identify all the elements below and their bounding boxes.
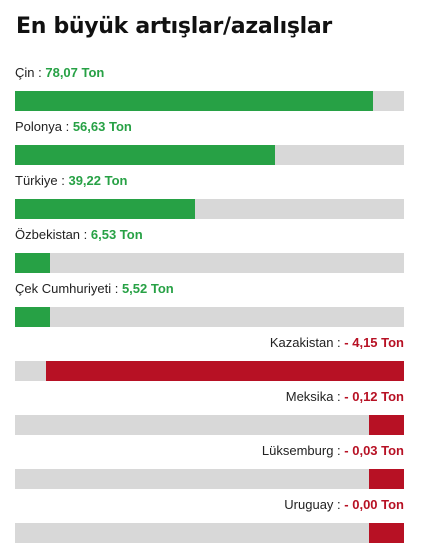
category-label: Çin <box>15 65 35 80</box>
value-label: - 0,03 Ton <box>344 443 404 458</box>
decrease-bar <box>369 469 404 489</box>
label-separator: : <box>80 227 91 242</box>
bar-track <box>15 253 404 273</box>
decrease-bar <box>369 523 404 543</box>
label-separator: : <box>333 335 345 350</box>
bar-label: Çin : 78,07 Ton <box>15 64 404 82</box>
category-label: Meksika <box>285 389 334 404</box>
bar-label: Meksika : - 0,12 Ton <box>15 388 404 406</box>
label-separator: : <box>61 119 73 134</box>
bar-track <box>15 469 404 489</box>
value-label: 5,52 Ton <box>121 281 174 296</box>
bar-row: Özbekistan : 6,53 Ton <box>15 226 404 280</box>
bar-row: Lüksemburg : - 0,03 Ton <box>15 442 404 496</box>
decrease-bar <box>369 415 404 435</box>
bar-row: Polonya : 56,63 Ton <box>15 118 404 172</box>
category-label: Çek Cumhuriyeti <box>15 281 112 296</box>
bar-row: Meksika : - 0,12 Ton <box>15 388 404 442</box>
bar-row: Çek Cumhuriyeti : 5,52 Ton <box>15 280 404 334</box>
bar-label: Özbekistan : 6,53 Ton <box>15 226 404 244</box>
value-label: - 0,12 Ton <box>344 389 404 404</box>
value-label: 56,63 Ton <box>72 119 132 134</box>
value-label: 6,53 Ton <box>90 227 143 242</box>
increase-bar <box>15 307 50 327</box>
increase-bar <box>15 253 50 273</box>
label-separator: : <box>333 497 345 512</box>
label-separator: : <box>333 389 345 404</box>
category-label: Uruguay <box>284 497 334 512</box>
bar-track <box>15 199 404 219</box>
bar-track <box>15 307 404 327</box>
label-separator: : <box>333 443 345 458</box>
bar-track <box>15 91 404 111</box>
bar-track <box>15 361 404 381</box>
bar-label: Lüksemburg : - 0,03 Ton <box>15 442 404 460</box>
value-label: 78,07 Ton <box>45 65 105 80</box>
value-label: - 0,00 Ton <box>344 497 404 512</box>
decrease-bar <box>46 361 404 381</box>
bar-row: Türkiye : 39,22 Ton <box>15 172 404 226</box>
bar-track <box>15 145 404 165</box>
bar-label: Uruguay : - 0,00 Ton <box>15 496 404 514</box>
bar-label: Çek Cumhuriyeti : 5,52 Ton <box>15 280 404 298</box>
label-separator: : <box>34 65 46 80</box>
bar-chart: Çin : 78,07 Ton Polonya : 56,63 Ton Türkiy… <box>15 64 404 550</box>
category-label: Türkiye <box>15 173 58 188</box>
bar-label: Türkiye : 39,22 Ton <box>15 172 404 190</box>
category-label: Kazakistan <box>269 335 334 350</box>
label-separator: : <box>111 281 122 296</box>
label-separator: : <box>57 173 69 188</box>
increase-bar <box>15 199 195 219</box>
chart-title: En büyük artışlar/azalışlar <box>16 14 332 39</box>
bar-track <box>15 415 404 435</box>
bar-track <box>15 523 404 543</box>
bar-label: Kazakistan : - 4,15 Ton <box>15 334 404 352</box>
category-label: Lüksemburg <box>261 443 334 458</box>
value-label: 39,22 Ton <box>68 173 128 188</box>
bar-row: Uruguay : - 0,00 Ton <box>15 496 404 550</box>
value-label: - 4,15 Ton <box>344 335 404 350</box>
category-label: Polonya <box>15 119 62 134</box>
increase-bar <box>15 91 373 111</box>
category-label: Özbekistan <box>15 227 81 242</box>
increase-bar <box>15 145 275 165</box>
bar-label: Polonya : 56,63 Ton <box>15 118 404 136</box>
bar-row: Çin : 78,07 Ton <box>15 64 404 118</box>
bar-row: Kazakistan : - 4,15 Ton <box>15 334 404 388</box>
